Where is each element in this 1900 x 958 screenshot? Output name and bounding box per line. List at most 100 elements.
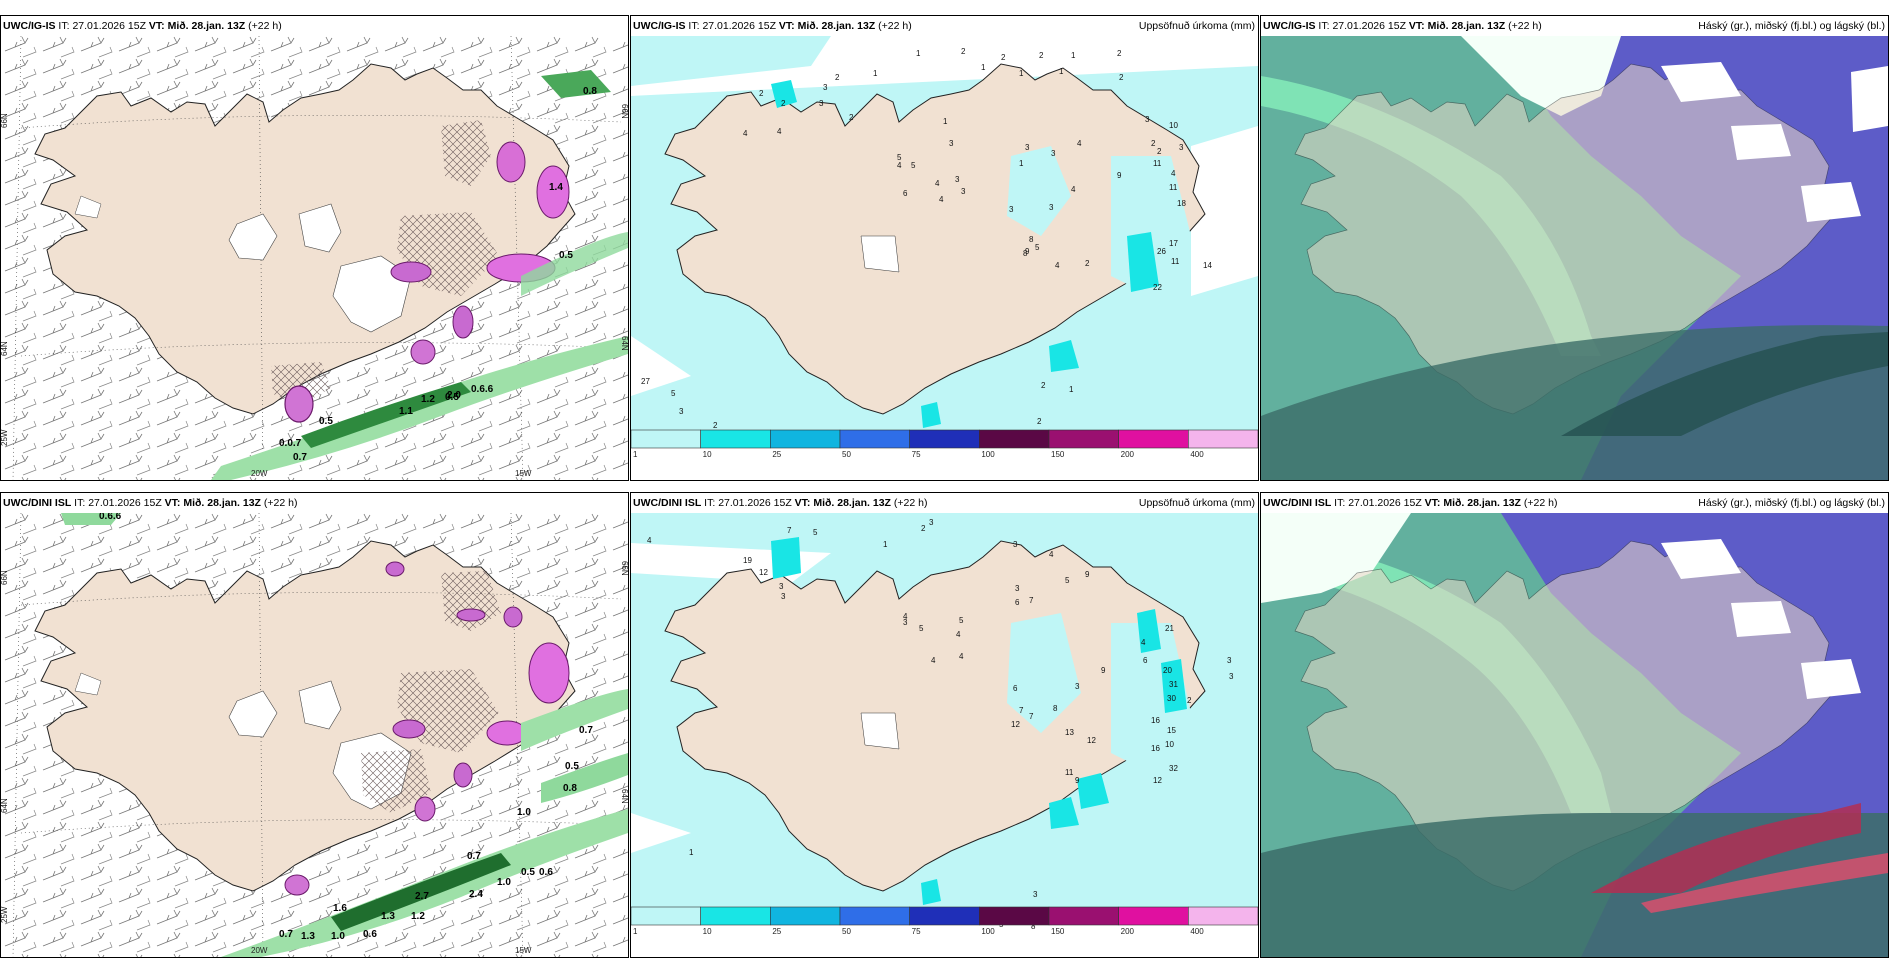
value-label: 0.6 [539, 867, 553, 878]
value-label: 2.0 [447, 390, 461, 401]
lat-label-66-right: 66N [620, 104, 628, 119]
field-title: Uppsöfnuð úrkoma (mm) [1138, 497, 1255, 509]
colorbar-labels: 1 10 25 50 75 100 150 200 400 [633, 450, 1204, 459]
wind-map: 66N 64N 66N 64N 25W 20W 15W 0.6.60.70.50… [1, 513, 628, 957]
value-label: 20 [1163, 666, 1172, 675]
value-label: 4 [743, 129, 748, 138]
value-label: 14 [1203, 261, 1212, 270]
colorbar-label: 75 [912, 450, 921, 459]
valid-time: Mið. 28.jan. 13Z [167, 20, 246, 32]
colorbar-swatch [839, 429, 910, 449]
value-label: 0.7 [579, 725, 593, 736]
value-label: 3 [1227, 656, 1232, 665]
init-time: 27.01.2026 15Z [88, 497, 162, 509]
colorbar-swatch [1118, 906, 1189, 926]
value-label: 11 [1153, 159, 1162, 168]
field-title: Háský (gr.), miðský (fj.bl.) og lágský (… [1698, 497, 1885, 509]
value-label: 4 [1077, 139, 1082, 148]
value-label: 3 [1051, 149, 1056, 158]
value-label: 4 [1055, 261, 1060, 270]
precip-map: 1 22 2 1 22111123324224133314343534344556894… [631, 36, 1258, 480]
lat-label-66: 66N [1, 570, 9, 585]
colorbar-label: 200 [1121, 927, 1135, 936]
lead-time: (+22 h) [1508, 20, 1542, 32]
header-left: UWC/DINI ISL IT: 27.01.2026 15Z VT: Mið.… [633, 497, 928, 509]
value-label: 8 [1053, 704, 1058, 713]
valid-time: Mið. 28.jan. 13Z [1443, 497, 1521, 509]
value-label: 8 [1031, 922, 1036, 931]
colorbar-label: 75 [912, 927, 921, 936]
panel-header: UWC/IG-IS IT: 27.01.2026 15Z VT: Mið. 28… [1261, 16, 1888, 36]
value-label: 17 [1169, 239, 1178, 248]
value-label: 0.7 [467, 851, 481, 862]
lon-label-20: 20W [251, 469, 268, 478]
value-label: 1 [981, 63, 986, 72]
panel-precip-dini: UWC/DINI ISL IT: 27.01.2026 15Z VT: Mið.… [630, 492, 1259, 958]
value-label: 1.4 [549, 182, 563, 193]
precip-colorbar: 1 10 25 50 75 100 150 200 400 [631, 429, 1258, 459]
value-label: 11 [1171, 257, 1180, 266]
colorbar-swatch [1188, 906, 1258, 926]
header-left: UWC/IG-IS IT: 27.01.2026 15Z VT: Mið. 28… [3, 20, 282, 32]
value-label: 1 [873, 69, 878, 78]
value-label: 0.6 [363, 929, 377, 940]
colorbar-swatches [631, 906, 1258, 926]
panel-header: UWC/DINI ISL IT: 27.01.2026 15Z VT: Mið.… [1261, 493, 1888, 513]
colorbar-swatch [700, 906, 771, 926]
value-label: 4 [777, 127, 782, 136]
colorbar-labels: 1 10 25 50 75 100 150 200 400 [633, 927, 1204, 936]
lon-label-15: 15W [515, 469, 532, 478]
value-label: 5 [671, 389, 676, 398]
panel-header: UWC/IG-IS IT: 27.01.2026 15Z VT: Mið. 28… [1, 16, 628, 36]
panel-precip-igis: UWC/IG-IS IT: 27.01.2026 15Z VT: Mið. 28… [630, 15, 1259, 481]
lat-label-66-right: 66N [620, 561, 628, 576]
value-label: 4 [1049, 550, 1054, 559]
value-label: 4 [1071, 185, 1076, 194]
panel-header: UWC/DINI ISL IT: 27.01.2026 15Z VT: Mið.… [631, 493, 1258, 513]
value-label: 1.1 [399, 406, 413, 417]
init-time: 27.01.2026 15Z [1332, 20, 1406, 32]
value-label: 18 [1177, 199, 1186, 208]
init-time: 27.01.2026 15Z [72, 20, 146, 32]
colorbar-swatch [770, 906, 841, 926]
value-label: 11 [1169, 183, 1178, 192]
cloud-map [1261, 513, 1888, 957]
value-label: 1.3 [381, 911, 395, 922]
colorbar-label: 10 [703, 450, 712, 459]
value-label: 1.0 [331, 931, 345, 942]
header-left: UWC/IG-IS IT: 27.01.2026 15Z VT: Mið. 28… [633, 20, 912, 32]
colorbar-swatch [1188, 429, 1258, 449]
colorbar-swatch [1048, 906, 1119, 926]
value-label: 7 [1019, 706, 1024, 715]
lon-label-15: 15W [515, 946, 532, 955]
model-name: UWC/IG-IS [1263, 20, 1316, 32]
value-label: 1 [1069, 385, 1074, 394]
wind-value-labels: 0.6.6 0.7 0.5 0.8 1.0 0.7 0.5 0.6 1.0 2.4 2.7 1.2 1.… [99, 513, 593, 942]
value-label: 1.2 [421, 394, 435, 405]
value-label: 5 [919, 624, 924, 633]
colorbar-label: 200 [1121, 450, 1135, 459]
value-label: 7 [1029, 712, 1034, 721]
value-label: 2 [1041, 381, 1046, 390]
colorbar-label: 100 [981, 927, 995, 936]
value-label: 2 [781, 99, 786, 108]
colorbar-swatch [631, 906, 701, 926]
value-label: 4 [1171, 169, 1176, 178]
value-label: 3 [1049, 203, 1054, 212]
colorbar-swatch [909, 429, 980, 449]
value-label: 2.7 [415, 891, 429, 902]
value-label: 0.6.6 [471, 384, 494, 395]
value-label: 2 [713, 421, 718, 430]
value-label: 5 [897, 153, 902, 162]
value-label: 3 [1179, 143, 1184, 152]
lead-time: (+22 h) [1523, 497, 1558, 509]
model-name: UWC/DINI ISL [633, 497, 702, 509]
value-label: 1.3 [301, 931, 315, 942]
value-label: 9 [1075, 776, 1080, 785]
panel-header: UWC/IG-IS IT: 27.01.2026 15Z VT: Mið. 28… [631, 16, 1258, 36]
header-left: UWC/IG-IS IT: 27.01.2026 15Z VT: Mið. 28… [1263, 20, 1542, 32]
colorbar-label: 150 [1051, 927, 1065, 936]
header-left: UWC/DINI ISL IT: 27.01.2026 15Z VT: Mið.… [1263, 497, 1558, 509]
value-label: 15 [1167, 726, 1176, 735]
value-label: 3 [1033, 890, 1038, 899]
